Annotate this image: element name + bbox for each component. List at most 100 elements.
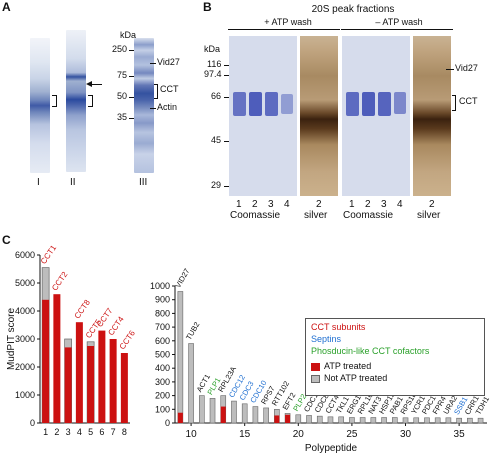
chart2-bar-not-atp (295, 414, 302, 424)
chart1-bar-atp (109, 339, 117, 423)
bracket-cct-a (154, 84, 158, 99)
chart2-point-label: VID27 (173, 267, 191, 290)
chart2-bar-not-atp (359, 417, 366, 424)
chart2-xtick-label: 15 (239, 429, 251, 440)
marker-97-tick (224, 75, 229, 76)
marker-75-tick (129, 76, 134, 77)
gel-plus-atp-coomassie (229, 36, 297, 196)
legend-cct-subunits: CCT subunits (311, 322, 366, 332)
chart1-ytick-label: 6000 (15, 250, 35, 260)
chart1-bar-atp (75, 322, 83, 423)
lane-plus-2: 2 (252, 199, 258, 210)
chart2-xlabel: Polypeptide (305, 443, 358, 454)
chart2-bar-not-atp (188, 343, 194, 424)
chart2-ytick-label: 800 (155, 308, 170, 318)
chart1-point-label: CCT6 (118, 328, 138, 351)
chart2-xtick-label: 20 (293, 429, 305, 440)
chart2-bar-not-atp (434, 417, 441, 424)
chart1-bar-atp (53, 294, 61, 423)
chart2-bar-atp (285, 414, 291, 423)
legend-swatch-atp (311, 363, 320, 371)
chart1-ytick-label: 1000 (15, 390, 35, 400)
lane-label-ii: II (70, 177, 76, 188)
chart2-xtick-label: 10 (186, 429, 198, 440)
marker-75: 75 (117, 70, 128, 80)
chart2-bar-not-atp (349, 417, 355, 424)
legend-box (305, 318, 485, 396)
legend-atp-treated: ATP treated (324, 361, 372, 371)
chart2-bar-not-atp (177, 291, 184, 424)
lane-minus-2: 2 (365, 199, 371, 210)
chart1-ytick-label: 3000 (15, 334, 35, 344)
stain-plus-coomassie: Coomassie (230, 210, 281, 221)
legend-not-atp-treated: Not ATP treated (324, 373, 388, 383)
chart2-ytick-label: 400 (155, 363, 170, 373)
chart2-ytick-label: 700 (155, 322, 170, 332)
lane-minus-silver: 2 (429, 199, 435, 210)
chart1-ytick-label: 0 (30, 418, 35, 428)
chart1-ytick-label: 2000 (15, 362, 35, 372)
chart1-bar-atp (98, 330, 106, 423)
marker-97: 97.4 (204, 69, 222, 79)
chart2-xtick-label: 30 (400, 429, 412, 440)
chart2-bar-not-atp (391, 417, 398, 424)
lane-minus-1: 1 (349, 199, 355, 210)
lane-plus-3: 3 (268, 199, 274, 210)
chart1-xtick-label: 7 (111, 427, 116, 437)
chart1-xtick-label: 4 (77, 427, 82, 437)
chart2-bar-not-atp (424, 417, 430, 424)
chart2-bar-not-atp (445, 417, 452, 424)
chart2-bar-not-atp (316, 415, 323, 424)
lane-plus-1: 1 (236, 199, 242, 210)
marker-50-tick (129, 97, 134, 98)
chart2-bar-atp (220, 406, 226, 423)
chart2-point-label: TUB2 (184, 320, 201, 341)
chart2-ytick-label: 500 (155, 350, 170, 360)
chart2-bar-not-atp (402, 417, 409, 424)
bracket-lane-i (52, 95, 57, 107)
marker-250: 250 (112, 44, 128, 54)
chart2-bar-atp (274, 415, 280, 423)
annotation-actin-a: Actin (157, 102, 178, 112)
panel-b-label: B (203, 0, 212, 14)
group-title-plus-atp: + ATP wash (264, 17, 312, 27)
annotation-cct-a: CCT (160, 84, 179, 94)
chart1-ylabel: MudPIT score (6, 308, 17, 370)
vid27-pointer-a (150, 63, 156, 64)
stain-minus-silver: silver (417, 210, 441, 221)
chart2-xtick-label: 25 (346, 429, 358, 440)
chart1-xtick-label: 5 (88, 427, 93, 437)
stain-plus-silver: silver (304, 210, 328, 221)
marker-45: 45 (211, 135, 222, 145)
chart2-bar-not-atp (252, 406, 259, 424)
chart2-bar-not-atp (467, 417, 473, 424)
chart2-ytick-label: 900 (155, 295, 170, 305)
chart2-bar-not-atp (477, 417, 484, 424)
annotation-vid27-a: Vid27 (157, 57, 180, 67)
vid27-pointer-b (446, 69, 454, 70)
chart2-bar-not-atp (381, 417, 387, 424)
chart2-ytick-label: 200 (155, 391, 170, 401)
stain-minus-coomassie: Coomassie (343, 210, 394, 221)
chart-cct-subunits: 0 1000 2000 3000 4000 5000 6000 MudPIT score 1 CC… (6, 243, 138, 437)
panel-a-kda-title: kDa (120, 30, 137, 40)
chart-polypeptides: 0 100 200 300 400 500 600 700 800 900 1000 10 15 20 25… (150, 267, 491, 454)
marker-29-tick (224, 186, 229, 187)
legend-phosducin: Phosducin-like CCT cofactors (311, 346, 430, 356)
chart2-bar-not-atp (209, 398, 216, 424)
lane-minus-4: 4 (397, 199, 403, 210)
chart2-bar-not-atp (241, 403, 248, 424)
chart2-bar-not-atp (413, 417, 420, 424)
actin-pointer-a (150, 108, 156, 109)
marker-45-tick (224, 141, 229, 142)
marker-250-tick (129, 50, 134, 51)
chart2-bar-not-atp (199, 395, 205, 424)
chart2-ytick-label: 300 (155, 377, 170, 387)
marker-35-tick (129, 118, 134, 119)
lane-label-iii: III (139, 177, 148, 188)
arrow-icon (88, 84, 102, 85)
chart1-bar-atp (64, 347, 72, 423)
chart2-ytick-label: 1000 (150, 281, 170, 291)
bracket-cct-b (452, 95, 456, 111)
marker-116-tick (224, 65, 229, 66)
